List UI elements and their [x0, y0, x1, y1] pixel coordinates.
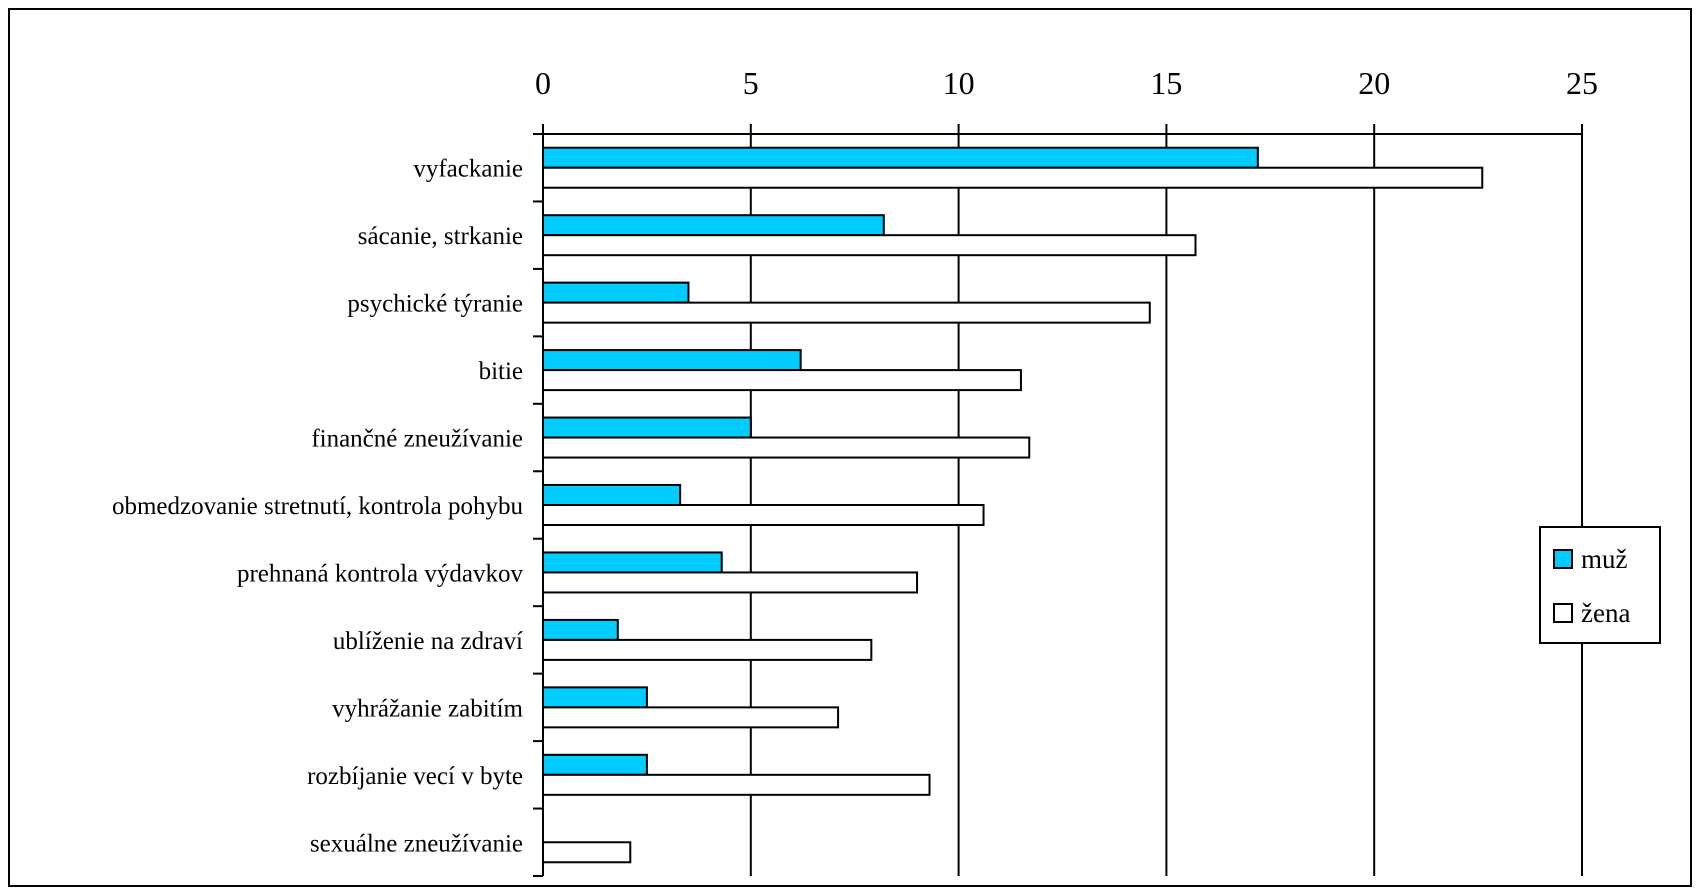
bar-zena — [542, 436, 1031, 459]
bar-zena — [542, 234, 1197, 257]
bar-muz — [542, 349, 802, 372]
x-tick-label: 0 — [535, 65, 551, 101]
category-label: prehnaná kontrola výdavkov — [237, 560, 524, 587]
legend-swatch-muz — [1553, 549, 1573, 569]
bar-zena — [542, 638, 873, 661]
legend-item-muz: muž — [1553, 542, 1628, 576]
legend-item-zena: žena — [1553, 596, 1630, 630]
category-label: finančné zneužívanie — [311, 426, 523, 453]
legend-label-zena: žena — [1581, 597, 1631, 628]
x-tick-label: 10 — [943, 65, 975, 101]
x-tick-label: 20 — [1358, 65, 1390, 101]
bar-muz — [542, 146, 1259, 169]
category-label: sexuálne zneužívanie — [310, 830, 523, 857]
bar-muz — [542, 618, 619, 641]
bar-muz — [542, 551, 723, 574]
x-tick-label: 25 — [1566, 65, 1598, 101]
x-tick-label: 15 — [1150, 65, 1182, 101]
category-label: ublíženie na zdraví — [333, 628, 523, 655]
category-label: vyhrážanie zabitím — [332, 695, 523, 722]
category-label: vyfackanie — [413, 156, 523, 183]
legend-label-muz: muž — [1581, 543, 1628, 574]
bar-muz — [542, 686, 648, 709]
legend-swatch-zena — [1553, 603, 1573, 623]
bar-zena — [542, 571, 919, 594]
chart-frame: 0 5 10 15 20 25 vyfackanie sácanie, strkanie psy… — [8, 8, 1692, 887]
bar-zena — [542, 841, 632, 864]
bar-muz — [542, 416, 752, 439]
category-label: bitie — [479, 358, 523, 385]
bar-zena — [542, 706, 840, 729]
bar-chart: 0 5 10 15 20 25 vyfackanie sácanie, strkanie psy… — [112, 65, 1598, 877]
bar-zena — [542, 369, 1022, 392]
bar-muz — [542, 484, 682, 506]
bar-zena — [542, 504, 985, 526]
bar-zena — [542, 773, 931, 796]
x-tick-label: 5 — [743, 65, 759, 101]
category-label: obmedzovanie stretnutí, kontrola pohybu — [112, 493, 524, 520]
bar-muz — [542, 281, 690, 304]
bar-muz — [542, 753, 648, 776]
legend: muž žena — [1539, 526, 1661, 644]
category-label: sácanie, strkanie — [358, 223, 523, 250]
category-label: rozbíjanie vecí v byte — [307, 763, 523, 790]
category-label: psychické týranie — [347, 291, 523, 318]
bar-zena — [542, 301, 1151, 324]
bar-zena — [542, 166, 1484, 189]
bar-muz — [542, 214, 885, 237]
